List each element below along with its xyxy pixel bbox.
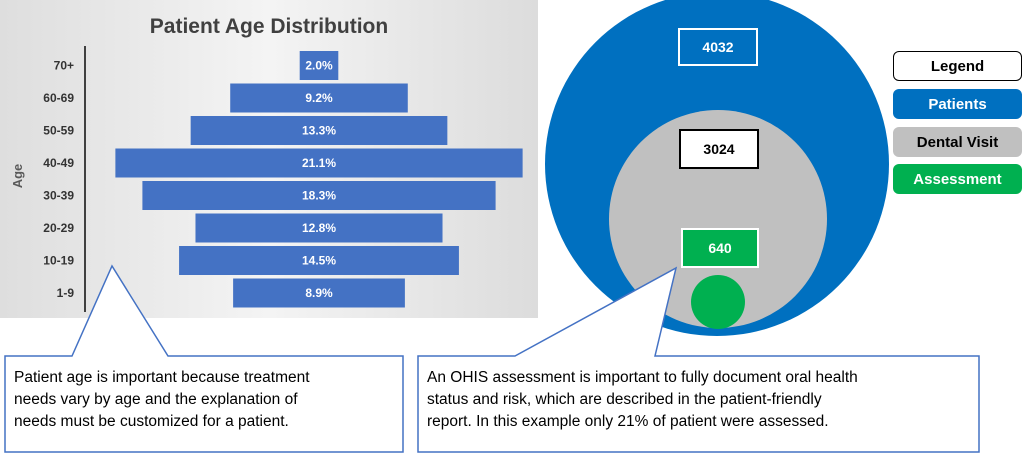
y-tick-label: 50-59 <box>43 124 74 138</box>
y-tick-label: 1-9 <box>57 286 75 300</box>
callout-left-bubble <box>4 264 404 453</box>
bar-1-9 <box>233 278 405 308</box>
bar-70+ <box>299 51 339 80</box>
callout-left-line: needs must be customized for a patient. <box>14 413 289 430</box>
bar-40-49 <box>115 148 523 178</box>
y-tick-label: 10-19 <box>43 254 74 268</box>
bars-group: 2.0% 9.2% 13.3% 21.1% 18.3% 12.8% 14.5% 8.9% <box>115 51 523 308</box>
legend-item-assessment: Assessment <box>893 164 1022 194</box>
tick-labels-group: 70+ 60-69 50-59 40-49 30-39 20-29 10-19 1-9 <box>43 59 74 301</box>
assessment-count: 640 <box>681 228 759 268</box>
y-tick-label: 40-49 <box>43 156 74 170</box>
bar-10-19 <box>179 246 459 275</box>
bar-30-39 <box>142 181 496 210</box>
callout-right-bubble <box>417 266 980 453</box>
assessment-circle <box>691 275 745 329</box>
callout-right-line: status and risk, which are described in … <box>427 391 822 408</box>
bar-60-69 <box>230 83 408 113</box>
callout-left-line: Patient age is important because treatme… <box>14 369 310 386</box>
age-distribution-chart: Patient Age Distribution Age 2.0% 9.2% 13.… <box>0 0 538 318</box>
y-tick-label: 60-69 <box>43 91 74 105</box>
y-tick-label: 70+ <box>54 59 74 73</box>
callout-left-text: Patient age is important because treatme… <box>14 367 398 433</box>
bar-value-label: 18.3% <box>302 189 336 203</box>
legend-item-dental-visit: Dental Visit <box>893 127 1022 157</box>
bar-value-label: 14.5% <box>302 254 336 268</box>
bar-value-label: 12.8% <box>302 221 336 235</box>
bar-value-label: 13.3% <box>302 124 336 138</box>
bar-50-59 <box>190 116 448 145</box>
patients-count: 4032 <box>678 28 758 66</box>
legend-title: Legend <box>893 51 1022 81</box>
dental-visit-circle <box>609 110 827 328</box>
callout-right-line: An OHIS assessment is important to fully… <box>427 369 858 386</box>
callout-right-text: An OHIS assessment is important to fully… <box>427 367 977 433</box>
callout-right-line: report. In this example only 21% of pati… <box>427 413 829 430</box>
y-tick-label: 30-39 <box>43 189 74 203</box>
bar-value-label: 2.0% <box>305 59 333 73</box>
y-axis-title: Age <box>10 164 25 189</box>
chart-title: Patient Age Distribution <box>150 15 388 38</box>
dental-visit-count: 3024 <box>679 129 759 169</box>
legend-item-patients: Patients <box>893 89 1022 119</box>
bar-value-label: 21.1% <box>302 156 336 170</box>
y-tick-label: 20-29 <box>43 221 74 235</box>
callout-left-line: needs vary by age and the explanation of <box>14 391 298 408</box>
bar-20-29 <box>195 213 443 243</box>
bar-value-label: 9.2% <box>305 91 333 105</box>
age-chart-svg: Patient Age Distribution Age 2.0% 9.2% 13.… <box>10 15 523 312</box>
bar-value-label: 8.9% <box>305 286 333 300</box>
